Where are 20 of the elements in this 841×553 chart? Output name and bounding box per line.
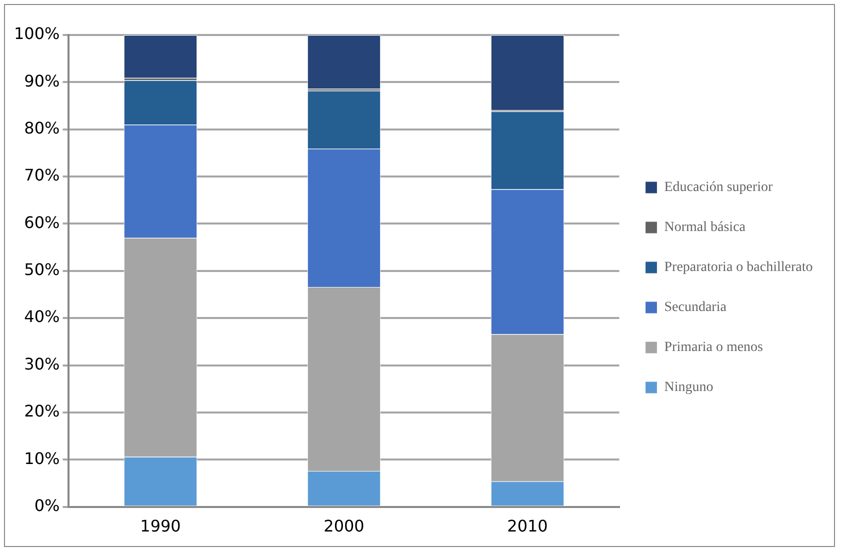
legend-label: Normal básica (664, 220, 746, 236)
y-tick-label: 70% (24, 166, 60, 185)
y-tick-label: 100% (14, 24, 60, 44)
x-tick-label: 2010 (507, 516, 548, 536)
y-tick-label: 20% (24, 402, 60, 421)
y-tick-label: 60% (24, 212, 60, 232)
legend-label: Primaria o menos (664, 340, 764, 356)
y-tick-label: 0% (34, 496, 60, 515)
y-tick-label: 90% (24, 71, 60, 90)
x-tick-label: 1990 (140, 516, 181, 536)
legend-label: Preparatoria o bachillerato (664, 260, 813, 276)
y-tick-label: 30% (24, 354, 60, 374)
y-tick-label: 10% (24, 448, 60, 468)
legend-label: Ninguno (664, 380, 714, 396)
y-tick-label: 80% (24, 118, 60, 138)
x-tick-label: 2000 (324, 516, 364, 536)
legend-label: Secundaria (664, 300, 728, 316)
legend-label: Educación superior (664, 180, 774, 196)
y-tick-label: 40% (24, 307, 60, 326)
y-tick-label: 50% (24, 260, 60, 280)
